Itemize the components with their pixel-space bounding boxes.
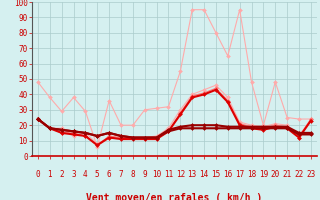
X-axis label: Vent moyen/en rafales ( km/h ): Vent moyen/en rafales ( km/h ) — [86, 193, 262, 200]
